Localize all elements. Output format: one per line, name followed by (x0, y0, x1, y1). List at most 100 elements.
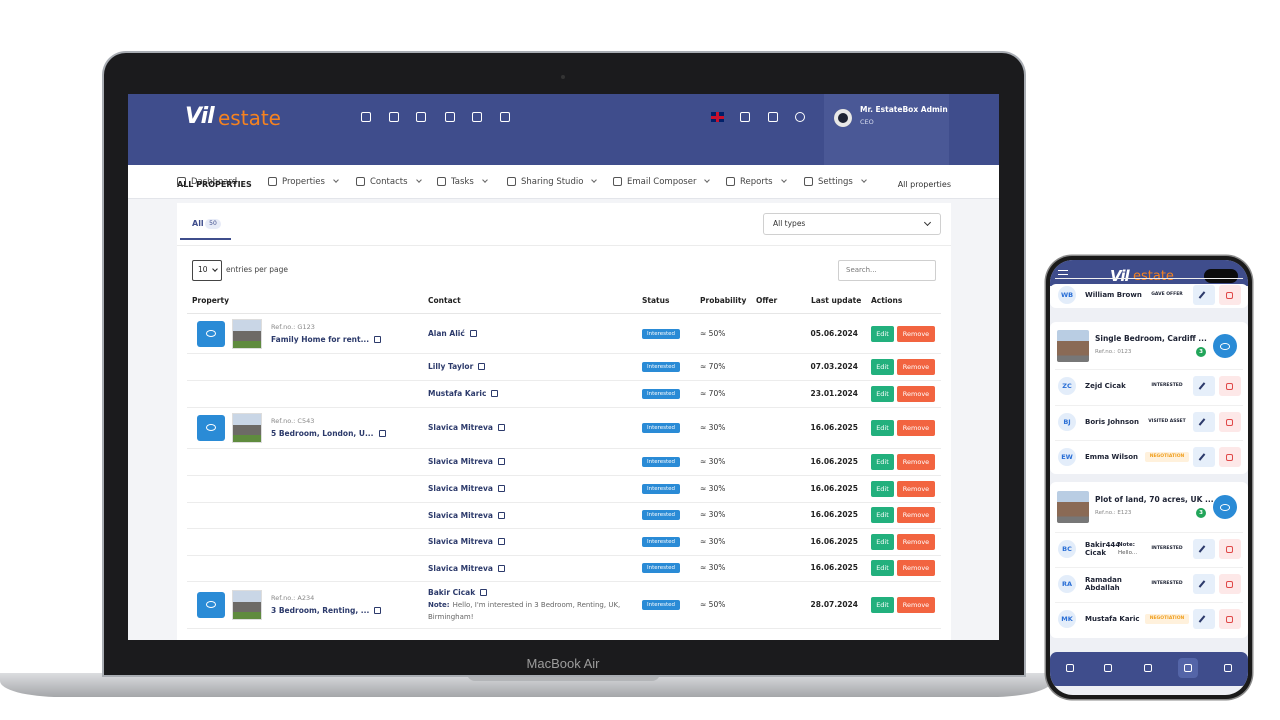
contact-name[interactable]: Bakir444 Cicak (1085, 539, 1120, 559)
edit-button[interactable]: Edit (871, 560, 894, 576)
view-button[interactable] (197, 320, 225, 347)
edit-button[interactable]: Edit (871, 480, 894, 497)
icon[interactable] (472, 112, 482, 122)
contact-name[interactable]: William Brown (1085, 285, 1143, 305)
delete-button[interactable] (1219, 376, 1241, 396)
nav-item[interactable]: Dashboard (177, 165, 237, 198)
icon[interactable] (445, 112, 455, 122)
edit-button[interactable]: Edit (871, 596, 894, 613)
tab-label[interactable]: All (192, 219, 204, 228)
icon[interactable] (500, 112, 510, 122)
contact[interactable]: Alan Alić (428, 327, 477, 341)
nav-item[interactable]: Reports (726, 165, 787, 198)
contact[interactable]: Lilly Taylor (428, 360, 486, 374)
status-text: VISITED ASSET (1148, 419, 1186, 424)
property-thumbnail (1057, 330, 1089, 362)
flag-icon[interactable] (711, 112, 724, 122)
view-button[interactable] (197, 591, 225, 618)
delete-button[interactable] (1219, 539, 1241, 559)
nav-item[interactable]: Properties (268, 165, 339, 198)
icon[interactable] (795, 112, 805, 122)
remove-button[interactable]: Remove (897, 453, 935, 470)
contact-name[interactable]: Emma Wilson (1085, 447, 1143, 467)
nav-item[interactable]: Email Composer (613, 165, 711, 198)
logo-left: Vil (1110, 267, 1130, 285)
icon[interactable] (1184, 664, 1192, 672)
edit-button[interactable]: Edit (871, 385, 894, 402)
edit-button[interactable]: Edit (871, 533, 894, 550)
remove-button[interactable]: Remove (897, 480, 935, 497)
type-filter[interactable]: All types (763, 213, 941, 235)
icon[interactable] (361, 112, 371, 122)
delete-button[interactable] (1219, 447, 1241, 467)
contact[interactable]: Slavica Mitreva (428, 421, 505, 435)
icon[interactable] (1144, 664, 1152, 672)
contact-name[interactable]: Ramadan Abdallah (1085, 574, 1143, 594)
nav-item[interactable]: Contacts (356, 165, 422, 198)
contact[interactable]: Bakir Cicak (428, 586, 488, 600)
property-ref: Ref.no.: G123 (271, 322, 315, 331)
contact[interactable]: Slavica Mitreva (428, 535, 505, 549)
contact[interactable]: Mustafa Karic (428, 387, 499, 401)
nav-label: Properties (282, 176, 325, 187)
search-box[interactable]: Search... (838, 260, 936, 281)
nav-item[interactable]: Tasks (437, 165, 488, 198)
page-size-select[interactable]: 10 (192, 260, 222, 281)
divider (177, 245, 951, 246)
icon[interactable] (740, 112, 750, 122)
edit-button[interactable] (1193, 447, 1215, 467)
view-button[interactable] (197, 414, 225, 441)
icon[interactable] (1224, 664, 1232, 672)
remove-button[interactable]: Remove (897, 325, 935, 342)
icon[interactable] (1066, 664, 1074, 672)
icon[interactable] (768, 112, 778, 122)
contact-name[interactable]: Boris Johnson (1085, 412, 1143, 432)
contact-name[interactable]: Zejd Cicak (1085, 376, 1143, 396)
edit-button[interactable] (1193, 376, 1215, 396)
contact[interactable]: Slavica Mitreva (428, 455, 505, 469)
nav-item[interactable]: Settings (804, 165, 867, 198)
icon[interactable] (1104, 664, 1112, 672)
delete-button[interactable] (1219, 574, 1241, 594)
remove-button[interactable]: Remove (897, 507, 935, 523)
edit-button[interactable] (1193, 574, 1215, 594)
remove-button[interactable]: Remove (897, 533, 935, 550)
nav-label: Email Composer (627, 176, 697, 187)
edit-button[interactable]: Edit (871, 453, 894, 470)
delete-button[interactable] (1219, 412, 1241, 432)
icon[interactable] (416, 112, 426, 122)
edit-button[interactable] (1193, 539, 1215, 559)
icon[interactable] (389, 112, 399, 122)
delete-button[interactable] (1219, 285, 1241, 305)
delete-button[interactable] (1219, 609, 1241, 629)
remove-button[interactable]: Remove (897, 385, 935, 402)
edit-button[interactable]: Edit (871, 419, 894, 436)
contact-name[interactable]: Mustafa Karic (1085, 609, 1143, 629)
property-title[interactable]: Single Bedroom, Cardiff ... (1095, 334, 1207, 343)
remove-button[interactable]: Remove (897, 358, 935, 375)
property-title[interactable]: Plot of land, 70 acres, UK ... (1095, 495, 1214, 504)
nav-icon (356, 177, 365, 186)
view-button[interactable] (1213, 334, 1237, 358)
initials: RA (1061, 580, 1073, 588)
edit-button[interactable] (1193, 609, 1215, 629)
contact[interactable]: Slavica Mitreva (428, 482, 505, 496)
remove-button[interactable]: Remove (897, 596, 935, 613)
property-title[interactable]: 3 Bedroom, Renting, ... (271, 604, 382, 618)
edit-button[interactable] (1193, 412, 1215, 432)
edit-button[interactable]: Edit (871, 358, 894, 375)
user-card[interactable]: Mr. EstateBox Admin CEO (824, 94, 949, 165)
status-badge: Interested (642, 361, 680, 372)
remove-button[interactable]: Remove (897, 560, 935, 576)
remove-button[interactable]: Remove (897, 419, 935, 436)
view-button[interactable] (1213, 495, 1237, 519)
row-separator (1055, 369, 1243, 370)
edit-button[interactable]: Edit (871, 507, 894, 523)
property-title[interactable]: Family Home for rent... (271, 333, 382, 347)
edit-button[interactable]: Edit (871, 325, 894, 342)
contact[interactable]: Slavica Mitreva (428, 508, 505, 522)
contact[interactable]: Slavica Mitreva (428, 561, 505, 575)
nav-item[interactable]: Sharing Studio (507, 165, 598, 198)
property-title[interactable]: 5 Bedroom, London, U... (271, 427, 386, 441)
edit-button[interactable] (1193, 285, 1215, 305)
